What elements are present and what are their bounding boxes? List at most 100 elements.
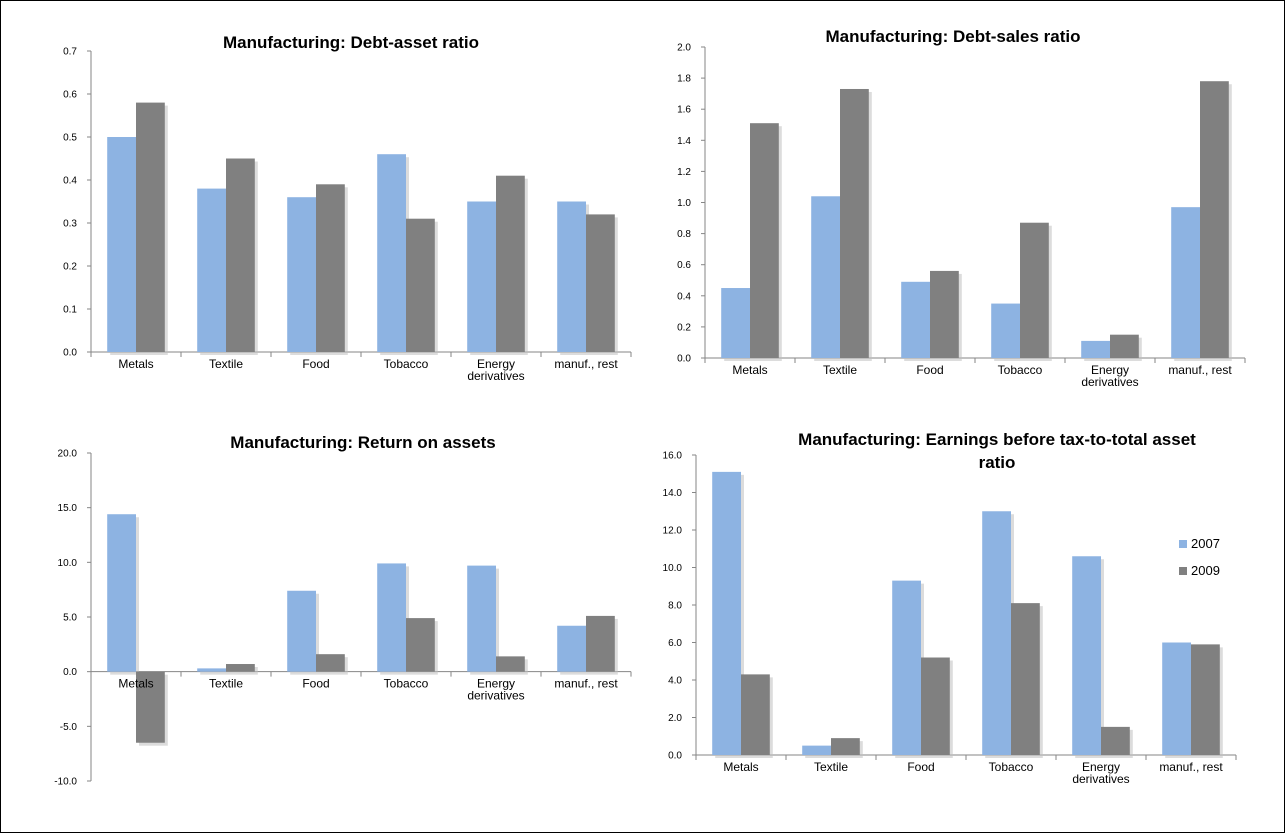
bar-2009-food: [930, 270, 959, 358]
bar-2009-textile: [840, 88, 869, 359]
y-tick-label: 15.0: [58, 503, 78, 514]
legend-swatch-2007: [1179, 540, 1187, 548]
x-category-label: Textile: [209, 677, 243, 691]
x-category-label: Food: [302, 677, 329, 691]
bar-2007-energy-derivatives: [467, 565, 496, 672]
bar-2007-metals: [721, 288, 750, 358]
y-tick-label: 0.2: [677, 322, 691, 333]
bar-2009-metals: [741, 674, 770, 755]
bar-2007-manuf-rest: [1171, 207, 1200, 358]
legend-swatch-2009: [1179, 567, 1187, 575]
y-tick-label: 14.0: [663, 488, 683, 499]
chart-title: Manufacturing: Debt-sales ratio: [825, 27, 1080, 46]
y-tick-label: 2.0: [668, 713, 682, 724]
x-category-label: Energy: [1082, 760, 1120, 774]
chart-debt-asset: Manufacturing: Debt-asset ratio 0.0 0.1 0.2…: [63, 33, 632, 383]
x-category-label: Food: [907, 760, 934, 774]
y-tick-label: 12.0: [663, 526, 683, 537]
y-tick-label: 5.0: [63, 613, 77, 624]
bar-2009-textile: [831, 738, 860, 755]
legend-label-2007: 2007: [1191, 536, 1220, 551]
y-tick-label: -5.0: [60, 722, 78, 733]
bar-2009-energy-derivatives: [496, 656, 525, 672]
bar-2007-energy-derivatives: [1072, 556, 1101, 755]
x-category-label: manuf., rest: [554, 677, 618, 691]
bar-2007-metals: [107, 514, 136, 672]
bar-2009-manuf-rest: [1200, 81, 1229, 359]
x-category-label: Metals: [118, 357, 153, 371]
chart-ebt-total-asset: Manufacturing: Earnings before tax-to-to…: [663, 430, 1237, 786]
x-category-label: Energy: [477, 677, 515, 691]
bar-2007-metals: [712, 471, 741, 755]
y-tick-label: 8.0: [668, 601, 682, 612]
bar-2007-textile: [802, 745, 831, 755]
x-category-label: derivatives: [467, 369, 524, 383]
y-tick-label: 0.4: [63, 176, 77, 187]
bar-2007-energy-derivatives: [467, 201, 496, 352]
bar-2009-tobacco: [406, 218, 435, 352]
bar-2009-energy-derivatives: [1101, 726, 1130, 755]
bar-2009-textile: [226, 158, 255, 352]
bar-2007-tobacco: [991, 303, 1020, 358]
y-tick-label: 20.0: [58, 449, 78, 460]
y-tick-label: 0.0: [63, 667, 77, 678]
x-category-label: Tobacco: [989, 760, 1034, 774]
y-tick-label: 0.2: [63, 262, 77, 273]
bar-2009-metals: [136, 671, 165, 743]
x-category-label: Textile: [823, 363, 857, 377]
bar-2007-food: [287, 590, 316, 672]
x-category-label: Energy: [1091, 363, 1129, 377]
y-tick-label: 0.0: [668, 751, 682, 762]
bar-2007-manuf-rest: [557, 625, 586, 672]
bar-2007-tobacco: [377, 154, 406, 352]
y-tick-label: 0.5: [63, 133, 77, 144]
legend-label-2009: 2009: [1191, 563, 1220, 578]
bar-2009-energy-derivatives: [1110, 334, 1139, 358]
y-tick-label: 0.6: [677, 260, 691, 271]
bar-2009-manuf-rest: [586, 615, 615, 672]
y-tick-label: 0.0: [677, 354, 691, 365]
bar-2009-tobacco: [406, 618, 435, 672]
bar-2007-metals: [107, 137, 136, 352]
x-category-label: Tobacco: [998, 363, 1043, 377]
bar-2007-tobacco: [377, 563, 406, 672]
x-category-label: Textile: [814, 760, 848, 774]
bar-shadow: [200, 671, 229, 675]
bar-2009-tobacco: [1011, 603, 1040, 755]
x-category-label: derivatives: [1072, 772, 1129, 786]
y-tick-label: 0.7: [63, 47, 77, 58]
x-category-label: Tobacco: [384, 677, 429, 691]
chart-debt-sales: Manufacturing: Debt-sales ratio 0.0 0.2 0.4…: [677, 27, 1246, 389]
bar-2009-food: [921, 657, 950, 755]
x-category-label: Tobacco: [384, 357, 429, 371]
y-tick-label: 0.8: [677, 229, 691, 240]
chart-title: Manufacturing: Return on assets: [230, 433, 495, 452]
bar-2009-energy-derivatives: [496, 175, 525, 352]
y-tick-label: 2.0: [677, 43, 691, 54]
x-category-label: Food: [302, 357, 329, 371]
x-category-label: Food: [916, 363, 943, 377]
bar-2007-tobacco: [982, 511, 1011, 755]
bar-2007-food: [892, 580, 921, 755]
x-category-label: Textile: [209, 357, 243, 371]
bar-2009-tobacco: [1020, 222, 1049, 358]
y-tick-label: 0.6: [63, 90, 77, 101]
x-category-label: Metals: [118, 677, 153, 691]
bar-2009-food: [316, 654, 345, 672]
y-tick-label: 1.6: [677, 105, 691, 116]
y-tick-label: 0.3: [63, 219, 77, 230]
chart-title: Manufacturing: Earnings before tax-to-to…: [798, 430, 1196, 449]
x-category-label: Metals: [732, 363, 767, 377]
bar-2009-manuf-rest: [586, 214, 615, 352]
bar-2007-food: [901, 281, 930, 358]
x-category-label: manuf., rest: [1168, 363, 1232, 377]
y-tick-label: 6.0: [668, 638, 682, 649]
x-category-label: derivatives: [467, 689, 524, 703]
y-tick-label: 10.0: [663, 563, 683, 574]
chart-title: ratio: [979, 453, 1016, 472]
x-category-label: Energy: [477, 357, 515, 371]
bar-2009-food: [316, 184, 345, 352]
y-tick-label: 0.0: [63, 348, 77, 359]
